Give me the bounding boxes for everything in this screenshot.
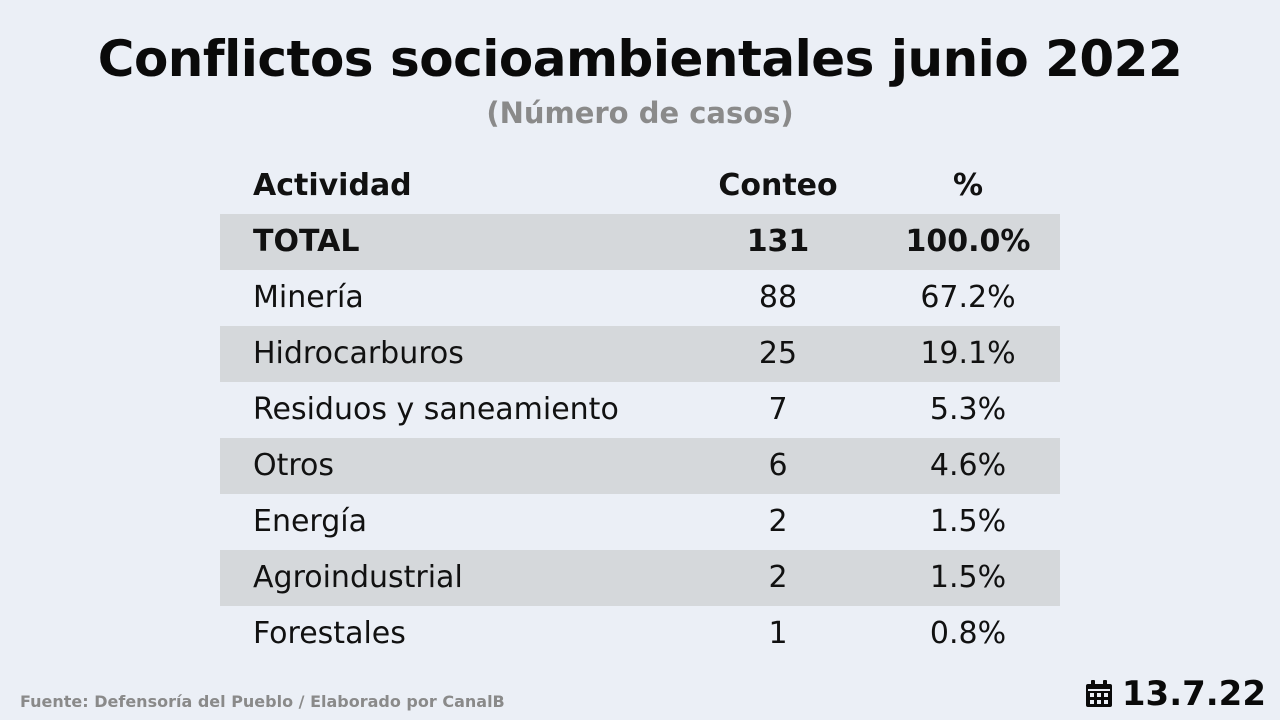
- cell-percent: 100.0%: [905, 224, 1031, 259]
- cell-percent: 1.5%: [929, 504, 1007, 539]
- table-row: Otros 6 4.6%: [220, 438, 1060, 494]
- chart-title: Conflictos socioambientales junio 2022: [97, 30, 1183, 88]
- cell-actividad: Energía: [253, 504, 367, 539]
- source-note: Fuente: Defensoría del Pueblo / Elaborad…: [20, 692, 505, 711]
- cell-actividad: TOTAL: [253, 224, 360, 259]
- cell-conteo: 131: [746, 224, 810, 259]
- table-row: Minería 88 67.2%: [220, 270, 1060, 326]
- cell-conteo: 88: [758, 280, 798, 315]
- table-row: Hidrocarburos 25 19.1%: [220, 326, 1060, 382]
- cell-percent: 0.8%: [929, 616, 1007, 651]
- cell-actividad: Minería: [253, 280, 364, 315]
- cell-actividad: Hidrocarburos: [253, 336, 464, 371]
- cell-percent: 1.5%: [929, 560, 1007, 595]
- table-row: Energía 2 1.5%: [220, 494, 1060, 550]
- table-row: Forestales 1 0.8%: [220, 606, 1060, 662]
- column-header-actividad: Actividad: [253, 168, 412, 203]
- cell-conteo: 2: [768, 560, 788, 595]
- cell-actividad: Otros: [253, 448, 335, 483]
- cell-percent: 5.3%: [929, 392, 1007, 427]
- table-body: TOTAL 131 100.0% Minería 88 67.2% Hidrocarburo…: [220, 214, 1060, 662]
- column-header-conteo: Conteo: [718, 168, 838, 203]
- date-value: 13.7.22: [1121, 674, 1266, 714]
- calendar-icon: [1085, 680, 1112, 707]
- cell-actividad: Forestales: [253, 616, 406, 651]
- cell-actividad: Residuos y saneamiento: [253, 392, 619, 427]
- cell-percent: 19.1%: [920, 336, 1016, 371]
- column-header-percent: %: [952, 168, 984, 203]
- cell-conteo: 6: [768, 448, 788, 483]
- cell-conteo: 1: [768, 616, 788, 651]
- data-table: Actividad Conteo % TOTAL 131 100.0% Minería…: [220, 158, 1060, 662]
- cell-actividad: Agroindustrial: [253, 560, 463, 595]
- cell-conteo: 2: [768, 504, 788, 539]
- cell-conteo: 25: [758, 336, 798, 371]
- table-total-row: TOTAL 131 100.0%: [220, 214, 1060, 270]
- table-row: Agroindustrial 2 1.5%: [220, 550, 1060, 606]
- chart-subtitle: (Número de casos): [486, 96, 794, 130]
- cell-conteo: 7: [768, 392, 788, 427]
- table-row: Residuos y saneamiento 7 5.3%: [220, 382, 1060, 438]
- cell-percent: 67.2%: [920, 280, 1016, 315]
- table-header-row: Actividad Conteo %: [220, 158, 1060, 214]
- cell-percent: 4.6%: [929, 448, 1007, 483]
- date-stamp: 13.7.22: [1084, 672, 1266, 716]
